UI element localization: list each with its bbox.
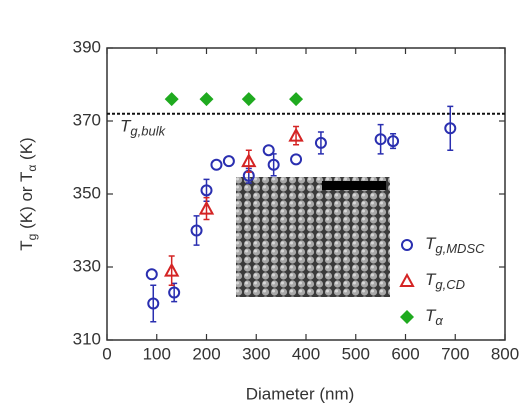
y-tick-label: 370	[73, 110, 101, 129]
legend-label: Tg,MDSC	[425, 234, 485, 256]
data-point	[190, 224, 203, 237]
data-point	[145, 268, 158, 281]
data-point	[387, 135, 400, 148]
x-tick-label: 800	[491, 344, 519, 363]
data-point	[289, 92, 304, 107]
data-point	[147, 297, 160, 310]
x-tick-label: 300	[242, 344, 270, 363]
y-tick-label: 390	[73, 37, 101, 56]
error-bar	[171, 282, 178, 303]
error-bar	[377, 123, 384, 155]
data-point	[198, 200, 215, 215]
x-tick-label: 600	[391, 344, 419, 363]
y-tick-label: 310	[73, 329, 101, 348]
x-tick-label: 200	[192, 344, 220, 363]
error-bar	[317, 131, 324, 155]
error-bar	[168, 255, 175, 286]
data-point	[444, 122, 457, 135]
data-point	[241, 153, 257, 168]
x-axis-label: Diameter (nm)	[246, 384, 355, 403]
x-tick-label: 0	[102, 344, 111, 363]
legend-marker	[400, 310, 414, 324]
data-point	[199, 92, 214, 107]
legend-marker	[401, 239, 413, 251]
data-point	[210, 158, 223, 171]
legend-marker	[399, 272, 415, 287]
error-bar	[193, 215, 200, 246]
x-tick-label: 500	[342, 344, 370, 363]
x-tick-label: 700	[441, 344, 469, 363]
data-point	[222, 155, 235, 168]
inset-image	[236, 177, 390, 297]
error-bar	[150, 284, 157, 323]
error-bar	[270, 153, 277, 177]
data-point	[241, 92, 256, 107]
y-tick-label: 350	[73, 183, 101, 202]
y-axis-label: Tg (K) or Tα (K)	[17, 137, 39, 250]
data-point	[200, 184, 213, 197]
data-point	[374, 133, 387, 146]
data-point	[267, 158, 280, 171]
data-point	[290, 153, 303, 166]
legend-label: Tg,CD	[425, 270, 465, 292]
data-point	[164, 92, 179, 107]
data-point	[314, 136, 327, 149]
data-point	[168, 286, 181, 299]
legend-label: Tα	[425, 306, 443, 328]
x-tick-label: 400	[292, 344, 320, 363]
x-tick-label: 100	[143, 344, 171, 363]
data-point	[262, 144, 275, 157]
error-bar	[447, 105, 454, 151]
data-point	[288, 127, 304, 142]
data-point	[163, 262, 180, 277]
y-tick-label: 330	[73, 256, 101, 275]
reference-label: Tg,bulk	[120, 117, 167, 139]
